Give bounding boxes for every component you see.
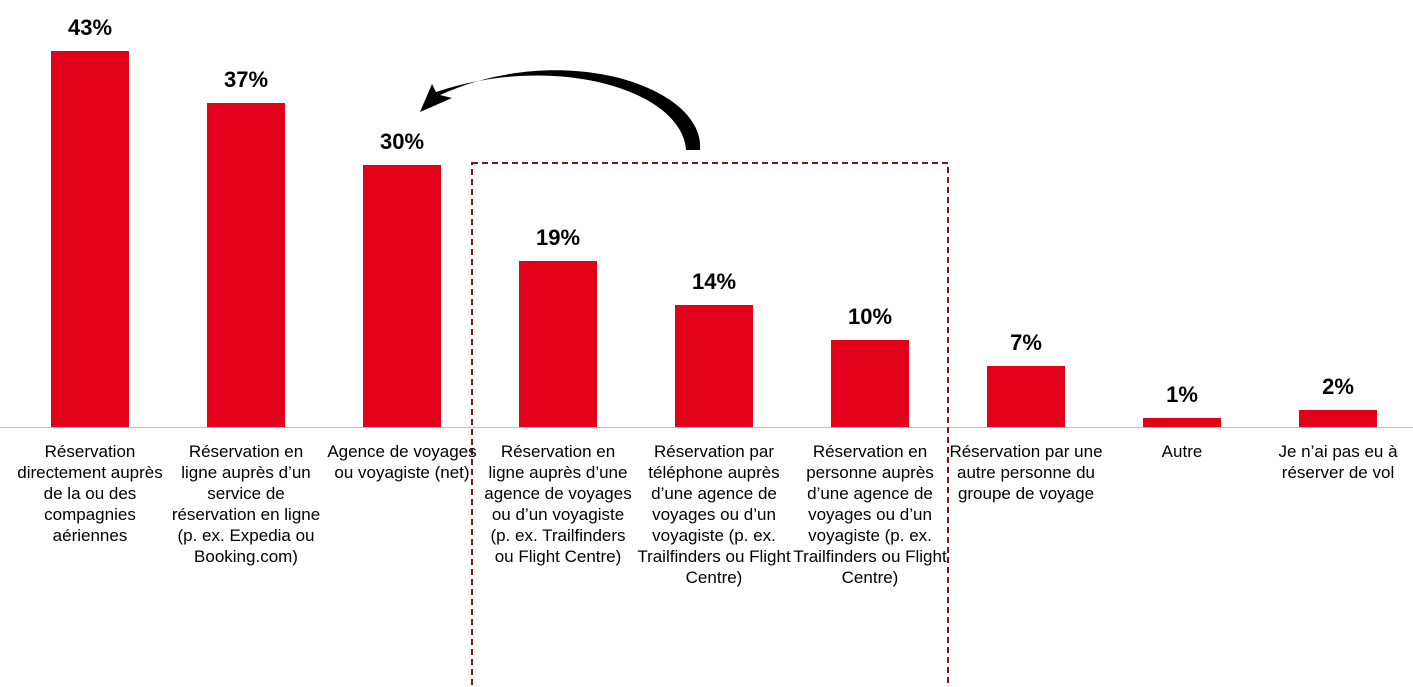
- value-label: 10%: [847, 303, 893, 329]
- bar: [519, 260, 597, 427]
- bar: [987, 365, 1065, 427]
- category-label: Réservation en ligne auprès d’une agence…: [484, 442, 632, 566]
- category-label: Réservation par téléphone auprès d’une a…: [637, 442, 791, 587]
- bar: [207, 103, 285, 427]
- value-label: 30%: [379, 128, 425, 154]
- arrow: [420, 70, 701, 150]
- bar: [363, 164, 441, 427]
- bar: [831, 339, 909, 427]
- value-label: 37%: [223, 67, 269, 93]
- value-label: 1%: [1166, 382, 1198, 408]
- value-label: 2%: [1322, 373, 1354, 399]
- bar: [675, 304, 753, 427]
- value-label: 19%: [535, 224, 581, 250]
- value-label: 43%: [67, 15, 113, 40]
- highlight-box: [471, 162, 949, 687]
- category-label: Réservation par une autre personne du gr…: [949, 442, 1103, 503]
- bar: [51, 51, 129, 427]
- category-label: Agence de voyages ou voyagiste (net): [327, 442, 477, 482]
- bar: [1143, 418, 1221, 427]
- category-label: Réservation directement auprès de la ou …: [17, 442, 163, 545]
- value-label: 14%: [691, 268, 737, 294]
- category-label: Je n’ai pas eu à réserver de vol: [1278, 442, 1398, 482]
- category-label: Réservation en personne auprès d’une age…: [793, 442, 947, 587]
- value-label: 7%: [1010, 329, 1042, 355]
- category-label: Autre: [1161, 442, 1203, 461]
- category-label: Réservation en ligne auprès d’un service…: [171, 442, 321, 566]
- bar: [1299, 409, 1377, 427]
